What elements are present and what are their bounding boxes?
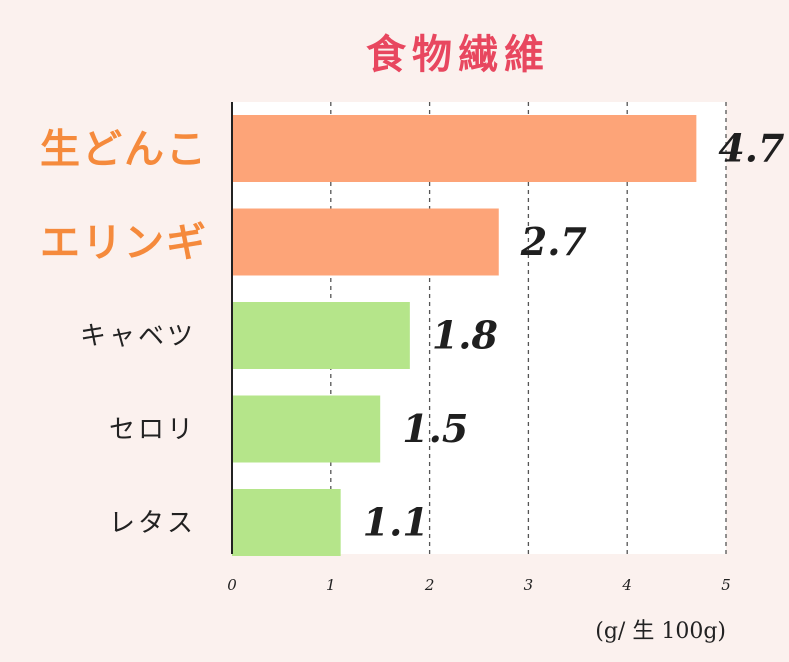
bar-3 [232,302,410,369]
x-tick-label-1: 1 [326,576,336,594]
x-tick-label-3: 3 [524,576,534,594]
bar-4 [232,395,381,463]
x-tick-labels: 0 1 2 3 4 5 [227,576,731,594]
category-label-1: 生どんこ [40,127,208,173]
category-label-2: エリンギ [40,220,208,266]
category-label-5: レタス [109,509,196,539]
value-label-5: 1.1 [363,500,429,545]
value-label-3: 1.8 [432,313,498,358]
x-tick-label-4: 4 [621,576,632,594]
bar-5 [232,489,341,556]
x-tick-label-2: 2 [424,576,435,594]
value-label-2: 2.7 [520,219,587,264]
x-tick-label-0: 0 [227,576,237,594]
bars [232,115,697,556]
value-labels: 4.7 2.7 1.8 1.5 1.1 [363,126,785,545]
x-tick-label-5: 5 [721,576,731,594]
unit-label: (g/ 生 100g) [595,619,726,644]
bar-2 [232,208,499,276]
chart-title: 食物繊維 [366,32,550,78]
category-label-3: キャベツ [80,322,196,352]
value-label-1: 4.7 [718,126,784,171]
value-label-4: 1.5 [402,406,468,451]
bar-1 [232,115,697,182]
category-label-4: セロリ [109,415,196,445]
